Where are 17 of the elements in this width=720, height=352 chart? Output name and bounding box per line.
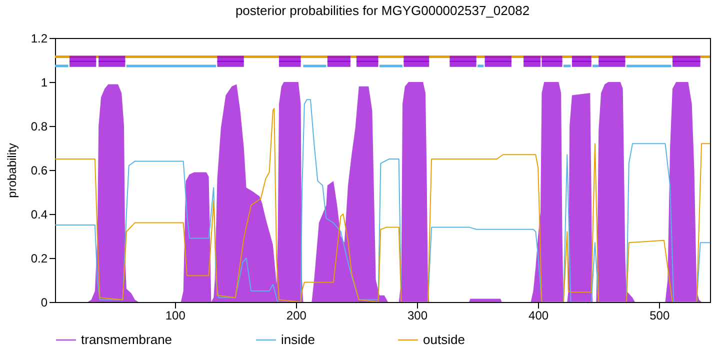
legend-label: outside xyxy=(423,332,465,347)
x-tick-label: 200 xyxy=(286,308,307,322)
y-tick-label: 1 xyxy=(40,76,48,90)
y-tick-label: 0 xyxy=(40,296,48,310)
x-tick-label: 400 xyxy=(528,308,549,322)
y-axis-title: probability xyxy=(4,143,19,198)
x-tick-label: 100 xyxy=(165,308,186,322)
y-tick-label: 1.2 xyxy=(30,32,48,46)
y-tick-label: 0.2 xyxy=(30,252,48,266)
x-tick-label: 300 xyxy=(407,308,428,322)
y-tick-label: 0.4 xyxy=(30,208,48,222)
legend-label: inside xyxy=(281,332,315,347)
x-tick-label: 500 xyxy=(650,308,670,322)
legend-label: transmembrane xyxy=(81,332,172,347)
y-tick-label: 0.8 xyxy=(30,120,48,134)
chart-title: posterior probabilities for MGYG000002537_02082 xyxy=(235,3,530,18)
y-tick-label: 0.6 xyxy=(30,164,48,178)
